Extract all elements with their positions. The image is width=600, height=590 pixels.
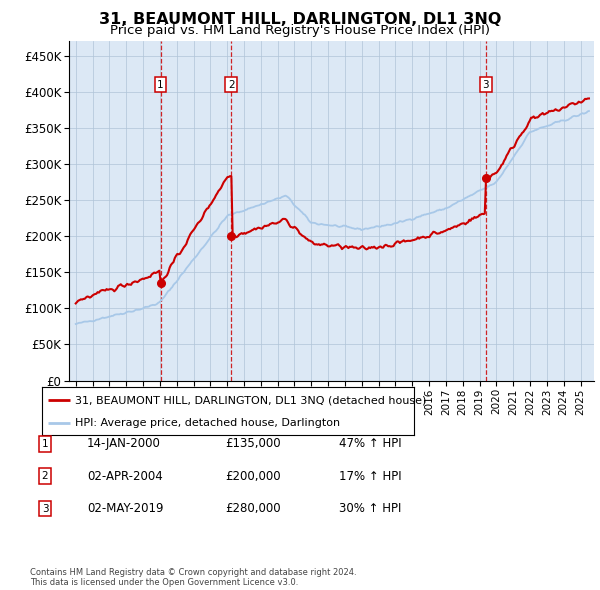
Text: 02-APR-2004: 02-APR-2004 (87, 470, 163, 483)
Text: Price paid vs. HM Land Registry's House Price Index (HPI): Price paid vs. HM Land Registry's House … (110, 24, 490, 37)
Text: HPI: Average price, detached house, Darlington: HPI: Average price, detached house, Darl… (76, 418, 341, 428)
Text: 3: 3 (41, 504, 49, 513)
Text: 1: 1 (157, 80, 164, 90)
Text: 31, BEAUMONT HILL, DARLINGTON, DL1 3NQ: 31, BEAUMONT HILL, DARLINGTON, DL1 3NQ (99, 12, 501, 27)
Text: Contains HM Land Registry data © Crown copyright and database right 2024.
This d: Contains HM Land Registry data © Crown c… (30, 568, 356, 587)
Text: £280,000: £280,000 (225, 502, 281, 515)
Text: 31, BEAUMONT HILL, DARLINGTON, DL1 3NQ (detached house): 31, BEAUMONT HILL, DARLINGTON, DL1 3NQ (… (76, 395, 427, 405)
Text: £135,000: £135,000 (225, 437, 281, 450)
Text: 02-MAY-2019: 02-MAY-2019 (87, 502, 163, 515)
Text: 3: 3 (482, 80, 489, 90)
Text: 47% ↑ HPI: 47% ↑ HPI (339, 437, 401, 450)
Text: £200,000: £200,000 (225, 470, 281, 483)
Text: 17% ↑ HPI: 17% ↑ HPI (339, 470, 401, 483)
Text: 14-JAN-2000: 14-JAN-2000 (87, 437, 161, 450)
Text: 2: 2 (41, 471, 49, 481)
Text: 2: 2 (228, 80, 235, 90)
Text: 30% ↑ HPI: 30% ↑ HPI (339, 502, 401, 515)
Text: 1: 1 (41, 439, 49, 448)
